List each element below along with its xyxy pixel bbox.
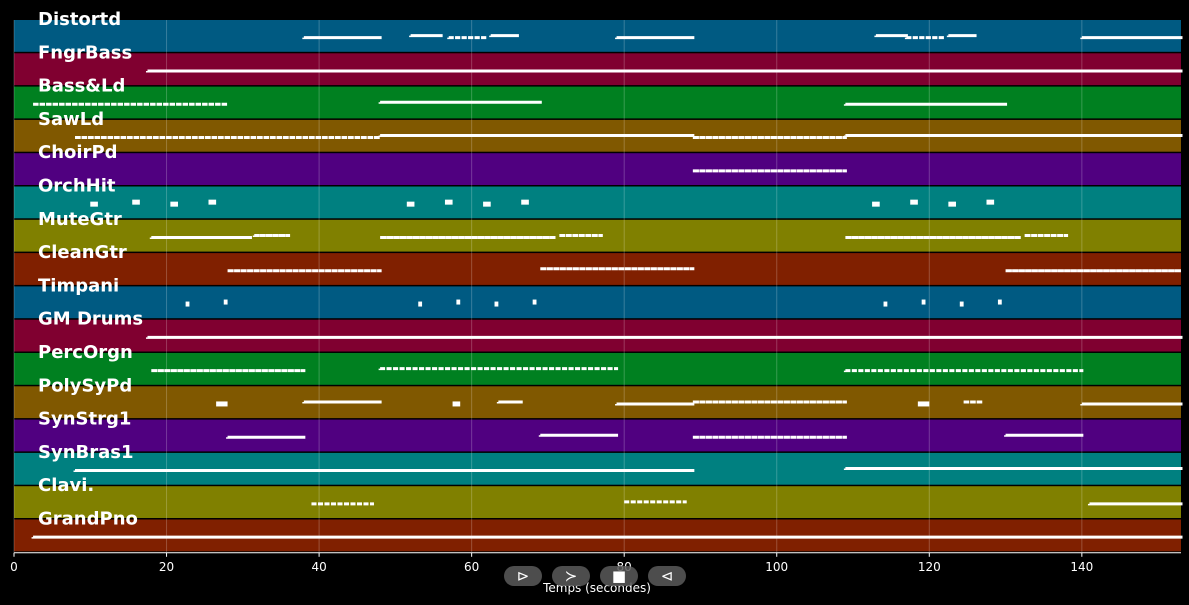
back-icon: ⊲: [660, 567, 674, 585]
stop-icon: ■: [611, 567, 627, 585]
track-label: Distortd: [38, 9, 121, 30]
track-label: FngrBass: [38, 42, 132, 63]
note-segment: [444, 199, 453, 205]
note-segment: [90, 201, 98, 207]
x-axis: 020406080100120140: [10, 552, 1181, 574]
track-lane: [14, 153, 1181, 185]
track-label: PercOrgn: [38, 342, 133, 363]
track-lane: [14, 319, 1181, 352]
x-tick-label: 0: [10, 560, 18, 574]
note-segment: [185, 301, 190, 307]
note-segment: [483, 201, 491, 207]
note-segment: [132, 199, 140, 205]
note-segment: [959, 301, 964, 307]
labels-layer: Distortd FngrBass Bass&Ld SawLd ChoirPd OrchH…: [38, 9, 143, 530]
track-label: GM Drums: [38, 309, 143, 330]
track-label: SynStrg1: [38, 409, 131, 430]
track-lane: [14, 519, 1181, 552]
note-segment: [216, 401, 228, 407]
note-segment: [223, 299, 228, 305]
back-button[interactable]: ⊲: [648, 566, 686, 586]
note-segment: [456, 299, 461, 305]
note-segment: [917, 401, 930, 407]
x-tick-label: 60: [464, 560, 479, 574]
note-segment: [418, 301, 423, 307]
note-segment: [883, 301, 888, 307]
track-lane: [14, 386, 1181, 419]
track-lane: [14, 186, 1181, 219]
note-segment: [494, 301, 499, 307]
note-segment: [921, 299, 926, 305]
track-label: Clavi.: [38, 475, 94, 496]
x-tick-label: 140: [1070, 560, 1093, 574]
x-tick-label: 100: [765, 560, 788, 574]
track-lane: [14, 286, 1181, 319]
note-segment: [521, 199, 529, 205]
x-tick-label: 20: [159, 560, 174, 574]
track-lane: [14, 86, 1181, 119]
note-segment: [910, 199, 918, 205]
note-segment: [986, 199, 995, 205]
track-label: MuteGtr: [38, 209, 122, 230]
track-label: SynBras1: [38, 442, 134, 463]
track-label: Timpani: [38, 275, 119, 296]
grid-layer: [13, 20, 1083, 553]
note-segment: [452, 401, 461, 407]
play-button[interactable]: ⊳: [504, 566, 542, 586]
tracks-layer: [14, 20, 1181, 552]
track-label: ChoirPd: [38, 142, 118, 163]
x-tick-label: 120: [918, 560, 941, 574]
note-segment: [532, 299, 537, 305]
note-segment: [948, 201, 956, 207]
play-icon: ⊳: [516, 567, 530, 585]
forward-button[interactable]: ≻: [552, 566, 590, 586]
track-label: PolySyPd: [38, 375, 132, 396]
track-label: Bass&Ld: [38, 76, 125, 97]
note-segment: [406, 201, 415, 207]
note-segment: [997, 299, 1002, 305]
stop-button[interactable]: ■: [600, 566, 638, 586]
forward-icon: ≻: [564, 567, 578, 585]
note-segment: [208, 199, 217, 205]
track-label: GrandPno: [38, 509, 138, 530]
note-segment: [872, 201, 880, 207]
notes-layer: [31, 34, 1183, 539]
note-segment: [170, 201, 178, 207]
track-lane: [14, 53, 1181, 86]
track-lane: [14, 486, 1181, 518]
x-tick-label: 40: [311, 560, 326, 574]
track-lane: [14, 20, 1181, 52]
track-label: OrchHit: [38, 176, 116, 197]
track-label: CleanGtr: [38, 242, 127, 263]
track-label: SawLd: [38, 109, 104, 130]
